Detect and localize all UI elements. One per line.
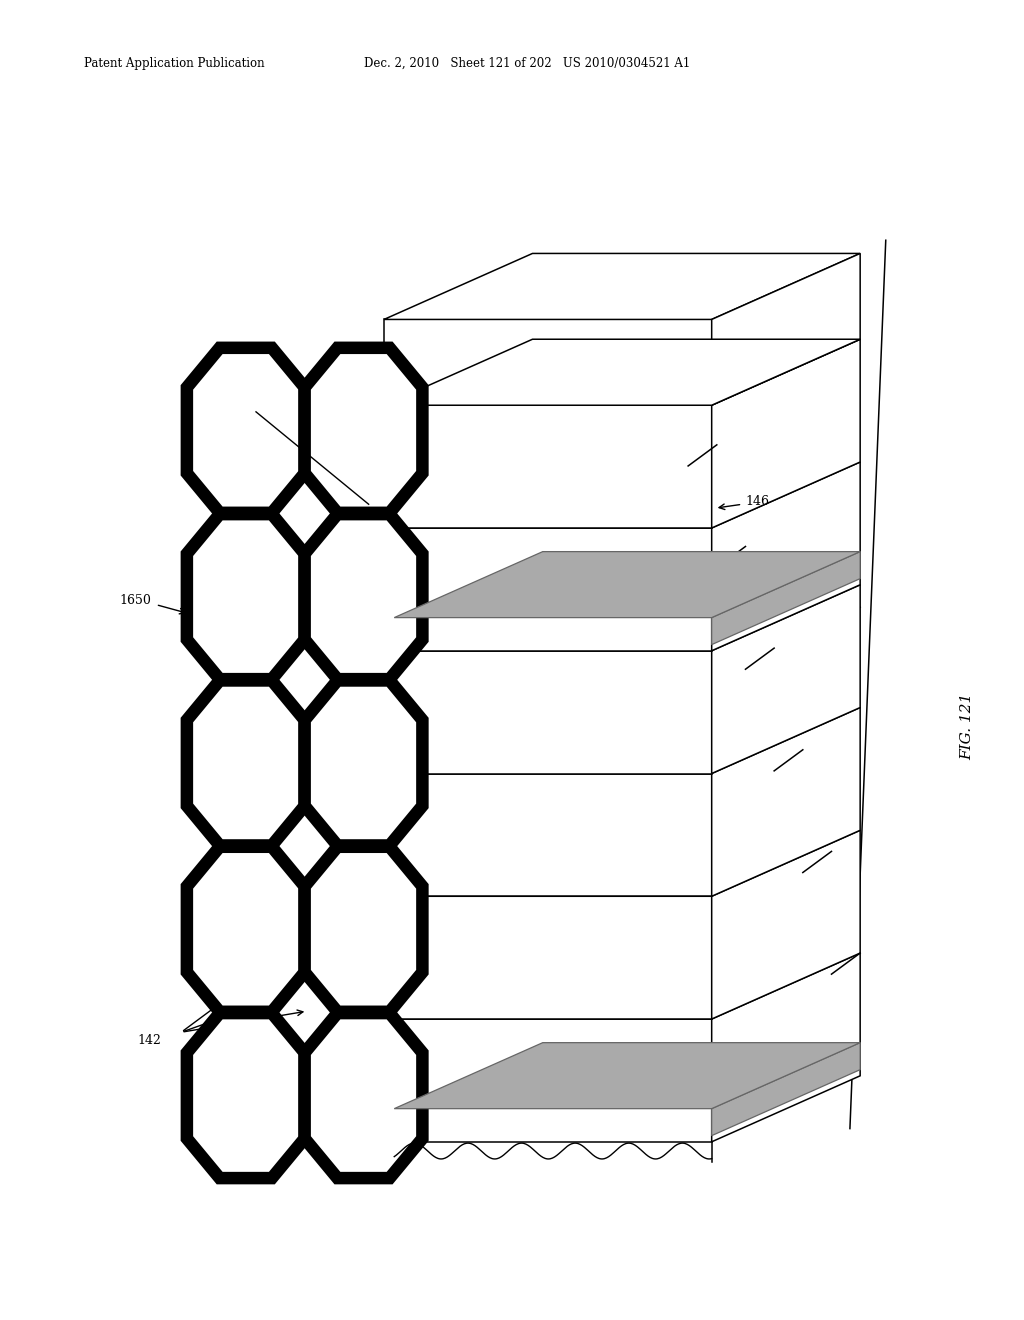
- Text: Patent Application Publication: Patent Application Publication: [84, 57, 264, 70]
- Polygon shape: [712, 953, 860, 1142]
- Text: 146: 146: [745, 495, 769, 508]
- Polygon shape: [186, 1014, 305, 1177]
- Text: 142: 142: [138, 1034, 162, 1047]
- Polygon shape: [384, 405, 712, 528]
- Text: FIG. 121: FIG. 121: [961, 693, 975, 759]
- Text: Dec. 2, 2010   Sheet 121 of 202   US 2010/0304521 A1: Dec. 2, 2010 Sheet 121 of 202 US 2010/03…: [364, 57, 690, 70]
- Polygon shape: [384, 339, 860, 405]
- Polygon shape: [384, 1019, 712, 1142]
- Text: 1650: 1650: [120, 594, 152, 607]
- Polygon shape: [305, 1014, 422, 1177]
- Polygon shape: [305, 847, 422, 1011]
- Polygon shape: [384, 708, 860, 774]
- Polygon shape: [712, 1043, 860, 1135]
- Polygon shape: [394, 552, 860, 618]
- Polygon shape: [384, 253, 860, 319]
- Polygon shape: [384, 774, 712, 896]
- Polygon shape: [712, 339, 860, 528]
- Polygon shape: [712, 552, 860, 644]
- Polygon shape: [384, 462, 860, 528]
- Polygon shape: [384, 896, 712, 1019]
- Polygon shape: [305, 681, 422, 845]
- Polygon shape: [384, 830, 860, 896]
- Polygon shape: [712, 830, 860, 1019]
- Polygon shape: [186, 681, 305, 845]
- Polygon shape: [384, 339, 860, 405]
- Polygon shape: [712, 253, 860, 405]
- Polygon shape: [394, 1043, 860, 1109]
- Polygon shape: [305, 513, 422, 678]
- Polygon shape: [384, 651, 712, 774]
- Text: 144: 144: [227, 389, 251, 403]
- Polygon shape: [712, 585, 860, 774]
- Polygon shape: [712, 708, 860, 896]
- Polygon shape: [712, 462, 860, 651]
- Polygon shape: [305, 347, 422, 512]
- Polygon shape: [384, 585, 860, 651]
- Polygon shape: [186, 513, 305, 678]
- Polygon shape: [186, 347, 305, 512]
- Polygon shape: [384, 319, 712, 405]
- Polygon shape: [384, 528, 712, 651]
- Polygon shape: [186, 847, 305, 1011]
- Polygon shape: [384, 953, 860, 1019]
